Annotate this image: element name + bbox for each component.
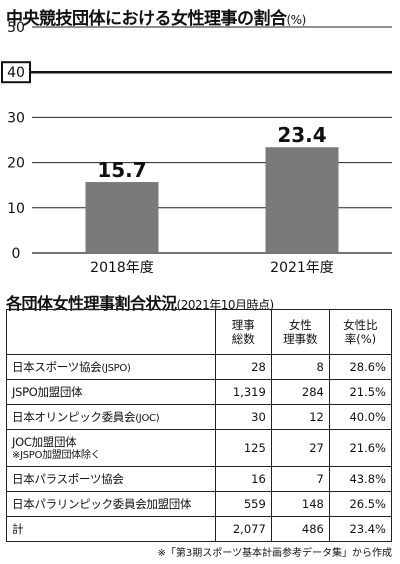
row-name-abbrev: (JOC) xyxy=(135,413,160,424)
row-total-cell: 2,077 xyxy=(214,516,272,542)
y-tick-label: 30 xyxy=(7,110,25,126)
bar xyxy=(265,147,339,253)
row-total-cell: 16 xyxy=(214,466,272,492)
bar-chart: 0 10 20 30 40 50 2018年度 2021年度 15.7 23.4 xyxy=(1,20,392,276)
row-name-cell: 日本パラスポーツ協会 xyxy=(6,466,216,492)
x-category-label: 2018年度 xyxy=(90,260,154,276)
chart-title-text: 中央競技団体における女性理事の割合 xyxy=(6,9,287,29)
row-ratio-cell: 21.5% xyxy=(328,379,393,405)
table-row: JSPO加盟団体 1,319 284 21.5% xyxy=(6,379,393,405)
ratio-table: 理事 総数 女性 理事数 女性比 率(%) 日本スポーツ協会(JSPO) 28 8 28.6… xyxy=(6,309,393,542)
table-row: 計 2,077 486 23.4% xyxy=(6,516,393,542)
row-total-cell: 559 xyxy=(214,491,272,517)
header-female: 女性 理事数 xyxy=(270,309,330,355)
table-row: 日本スポーツ協会(JSPO) 28 8 28.6% xyxy=(6,354,393,380)
row-total-cell: 125 xyxy=(214,429,272,467)
source-note: ※「第3期スポーツ基本計画参考データ集」から作成 xyxy=(157,548,392,559)
row-name: JSPO加盟団体 xyxy=(12,385,83,399)
row-name-cell: JOC加盟団体 ※JSPO加盟団体除く xyxy=(6,429,216,467)
row-female-cell: 284 xyxy=(270,379,330,405)
row-female-cell: 148 xyxy=(270,491,330,517)
x-category-labels: 2018年度 2021年度 xyxy=(90,260,334,276)
row-name: 日本パラスポーツ協会 xyxy=(12,472,124,486)
x-category-label: 2021年度 xyxy=(270,260,334,276)
bar-value-label: 23.4 xyxy=(277,123,326,147)
table-title-text: 各団体女性理事割合状況 xyxy=(6,294,177,313)
row-ratio-cell: 23.4% xyxy=(328,516,393,542)
row-name-cell: JSPO加盟団体 xyxy=(6,379,216,405)
row-ratio-cell: 26.5% xyxy=(328,491,393,517)
header-name xyxy=(6,309,216,355)
row-name-cell: 日本オリンピック委員会(JOC) xyxy=(6,404,216,430)
table-row: 日本パラスポーツ協会 16 7 43.8% xyxy=(6,466,393,492)
row-ratio-cell: 21.6% xyxy=(328,429,393,467)
header-total: 理事 総数 xyxy=(214,309,272,355)
table-row: 日本パラリンピック委員会加盟団体 559 148 26.5% xyxy=(6,491,393,517)
row-female-cell: 8 xyxy=(270,354,330,380)
row-name: 日本パラリンピック委員会加盟団体 xyxy=(12,497,192,511)
row-name-cell: 日本スポーツ協会(JSPO) xyxy=(6,354,216,380)
y-tick-label: 20 xyxy=(7,156,25,172)
row-name-cell: 計 xyxy=(6,516,216,542)
row-total-cell: 30 xyxy=(214,404,272,430)
row-name-note: ※JSPO加盟団体除く xyxy=(12,450,101,461)
table-row: JOC加盟団体 ※JSPO加盟団体除く 125 27 21.6% xyxy=(6,429,393,467)
row-name-cell: 日本パラリンピック委員会加盟団体 xyxy=(6,491,216,517)
y-tick-labels: 0 10 20 30 40 50 xyxy=(7,20,25,262)
y-tick-label: 40 xyxy=(7,65,25,81)
row-name: 計 xyxy=(12,522,24,536)
row-total-cell: 28 xyxy=(214,354,272,380)
table-header-row: 理事 総数 女性 理事数 女性比 率(%) xyxy=(6,309,393,355)
row-name: 日本オリンピック委員会 xyxy=(12,410,136,424)
bar xyxy=(85,182,159,253)
y-tick-label: 50 xyxy=(7,20,25,36)
header-ratio: 女性比 率(%) xyxy=(328,309,393,355)
row-total-cell: 1,319 xyxy=(214,379,272,405)
row-ratio-cell: 28.6% xyxy=(328,354,393,380)
row-ratio-cell: 43.8% xyxy=(328,466,393,492)
row-female-cell: 486 xyxy=(270,516,330,542)
tick-highlight-box xyxy=(1,61,31,84)
value-labels: 15.7 23.4 xyxy=(97,123,326,182)
bars xyxy=(85,147,339,253)
y-tick-label: 10 xyxy=(7,201,25,217)
table-as-of: (2021年10月時点) xyxy=(176,298,275,312)
chart-title-unit: (%) xyxy=(286,13,307,27)
row-name: 日本スポーツ協会 xyxy=(12,360,102,374)
table-row: 日本オリンピック委員会(JOC) 30 12 40.0% xyxy=(6,404,393,430)
row-female-cell: 12 xyxy=(270,404,330,430)
row-name: JOC加盟団体 xyxy=(12,435,77,449)
bar-value-label: 15.7 xyxy=(97,158,146,182)
chart-title: 中央競技団体における女性理事の割合(%) xyxy=(6,4,306,29)
row-name-abbrev: (JSPO) xyxy=(101,363,131,374)
y-tick-label: 0 xyxy=(12,246,21,262)
row-female-cell: 7 xyxy=(270,466,330,492)
row-ratio-cell: 40.0% xyxy=(328,404,393,430)
table-title: 各団体女性理事割合状況(2021年10月時点) xyxy=(6,290,274,314)
row-female-cell: 27 xyxy=(270,429,330,467)
